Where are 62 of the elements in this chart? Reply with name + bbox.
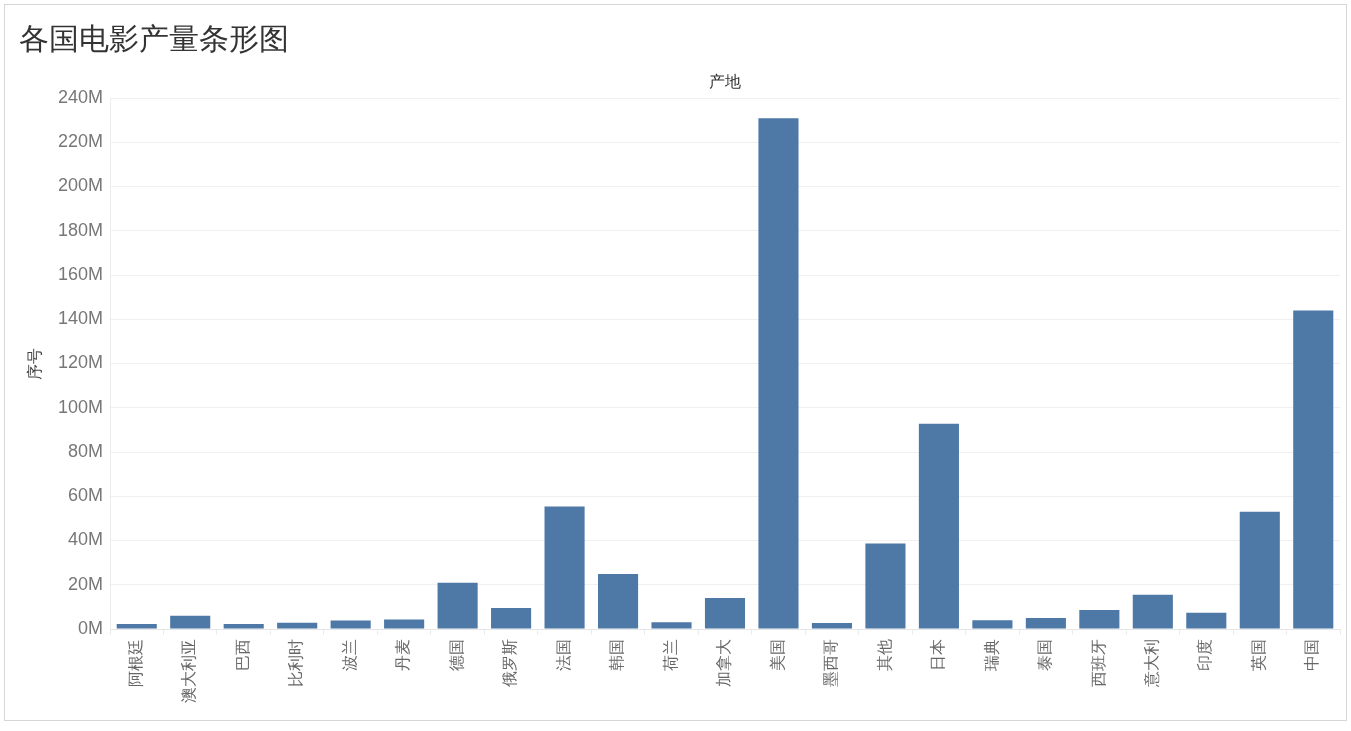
x-tick-label: 西班牙 (1088, 639, 1108, 687)
x-tick-label: 澳大利亚 (179, 639, 199, 703)
bar (330, 620, 371, 629)
bar (170, 615, 211, 629)
bar (277, 622, 318, 629)
x-tick-label: 瑞典 (981, 639, 1001, 671)
x-tick-label: 其他 (874, 639, 894, 671)
chart-title: 各国电影产量条形图 (19, 20, 289, 58)
bar (223, 623, 264, 629)
x-tick-label: 法国 (553, 639, 573, 671)
y-tick-label: 240M (57, 86, 103, 107)
x-tick-label: 美国 (767, 639, 787, 671)
y-tick-label: 0M (77, 617, 103, 638)
x-tick-label: 墨西哥 (821, 639, 841, 687)
y-tick-label: 80M (67, 440, 103, 461)
bar (544, 506, 585, 629)
x-tick-label: 俄罗斯 (500, 639, 520, 687)
bar (437, 582, 478, 629)
y-tick-label: 160M (57, 263, 103, 284)
bar (865, 543, 906, 629)
x-tick-label: 意大利 (1141, 639, 1161, 688)
y-tick-label: 20M (67, 573, 103, 594)
x-tick-label: 英国 (1248, 639, 1268, 671)
x-tick-label: 日本 (928, 639, 948, 671)
x-axis-title: 产地 (709, 72, 741, 92)
y-tick-label: 180M (57, 219, 103, 240)
bar (972, 620, 1013, 629)
bar (116, 623, 157, 629)
y-tick-label: 200M (57, 175, 103, 196)
y-axis-title: 序号 (24, 347, 44, 380)
x-tick-label: 泰国 (1035, 639, 1055, 671)
y-tick-label: 120M (57, 352, 103, 373)
bar (1293, 310, 1334, 629)
x-tick-label: 中国 (1302, 639, 1322, 671)
bar (1186, 612, 1227, 629)
x-tick-label: 比利时 (286, 639, 306, 687)
x-tick-label: 荷兰 (660, 639, 680, 671)
bar (758, 118, 799, 629)
x-tick-label: 波兰 (339, 639, 359, 671)
y-tick-label: 60M (67, 485, 103, 506)
y-tick-label: 100M (57, 396, 103, 417)
bar (811, 623, 853, 629)
bar (491, 607, 532, 629)
bar (384, 619, 425, 629)
x-tick-label: 丹麦 (393, 639, 413, 671)
bar (704, 598, 746, 629)
y-tick-label: 220M (57, 131, 103, 152)
bar (918, 423, 959, 629)
x-tick-label: 韩国 (607, 639, 627, 671)
x-tick-label: 加拿大 (714, 639, 734, 687)
bar (597, 573, 639, 629)
x-tick-label: 德国 (446, 639, 466, 671)
bar (1239, 511, 1280, 629)
bar (651, 622, 692, 629)
bar (1132, 594, 1173, 629)
y-tick-label: 140M (57, 308, 103, 329)
bar (1079, 609, 1120, 629)
x-tick-label: 巴西 (232, 639, 252, 671)
x-tick-label: 阿根廷 (125, 639, 145, 687)
y-tick-label: 40M (67, 529, 103, 550)
bar (1025, 617, 1066, 629)
x-tick-label: 印度 (1195, 639, 1215, 671)
